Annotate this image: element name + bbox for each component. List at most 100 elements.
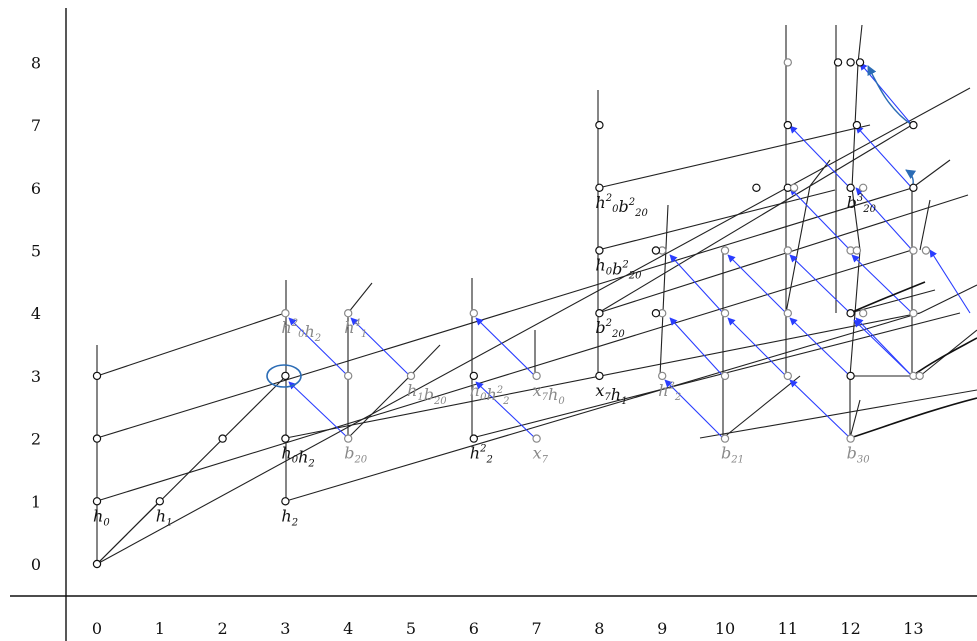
class-node <box>469 434 478 443</box>
class-node <box>789 183 799 192</box>
differential-arrow <box>855 187 913 251</box>
label-h0h2: h0h2 <box>281 444 314 470</box>
class-node <box>155 497 164 506</box>
class-node <box>783 371 793 381</box>
hand-stroke <box>849 397 977 439</box>
label-h0: h0 <box>93 506 110 528</box>
class-node <box>92 434 102 443</box>
class-node <box>92 559 102 569</box>
label-b20_3: b320 <box>847 193 877 215</box>
class-node <box>281 434 290 443</box>
class-node <box>469 309 478 318</box>
structure-lines <box>96 24 977 565</box>
y-tick-label: 7 <box>31 116 41 135</box>
label-x7: x7 <box>533 444 549 466</box>
class-node <box>783 120 793 130</box>
differential-arrow <box>475 381 536 439</box>
structure-line <box>597 124 871 189</box>
class-node <box>469 371 478 381</box>
class-node <box>909 183 918 192</box>
x-tick-labels: 0 1 2 3 4 5 6 7 8 9 10 11 12 13 <box>92 619 924 638</box>
class-node <box>852 120 862 130</box>
structure-line <box>96 187 913 439</box>
structure-line <box>699 389 977 439</box>
class-node <box>783 246 793 255</box>
differential-arrow <box>855 125 913 189</box>
y-tick-label: 5 <box>31 242 41 261</box>
class-node <box>858 183 868 192</box>
differential-arrow <box>669 254 724 314</box>
class-node <box>651 246 661 255</box>
class-node <box>846 309 855 318</box>
y-tick-label: 6 <box>31 179 41 198</box>
y-tick-label: 4 <box>31 304 41 323</box>
x-tick-label: 13 <box>903 619 923 638</box>
structure-line <box>597 194 969 314</box>
structure-line <box>659 204 669 377</box>
hand-stroke <box>849 281 926 314</box>
class-node <box>783 309 793 318</box>
class-node <box>915 371 924 381</box>
x-tick-label: 11 <box>778 619 798 638</box>
structure-line <box>597 124 913 314</box>
class-node <box>909 309 918 318</box>
class-node <box>344 371 353 381</box>
class-node <box>846 58 855 67</box>
x-tick-label: 5 <box>406 619 416 638</box>
class-node <box>846 371 855 381</box>
class-node <box>595 371 604 381</box>
label-x7h0: x7h0 <box>533 381 566 407</box>
label-x7h1: x7h1 <box>595 381 627 407</box>
differential-arrow <box>789 254 851 314</box>
x-tick-label: 2 <box>218 619 228 638</box>
class-node <box>909 246 918 255</box>
label-h0h2sq: h0h22 <box>470 381 510 407</box>
class-node <box>852 246 862 255</box>
differential-arrow <box>789 125 851 189</box>
class-node <box>846 434 855 443</box>
x-tick-label: 7 <box>532 619 542 638</box>
class-node <box>92 497 102 506</box>
label-b20sq: b220 <box>595 318 625 340</box>
differential-arrow <box>669 317 724 377</box>
label-h0sq_b20sq: h20b220 <box>595 193 648 219</box>
differential-arrow <box>789 317 851 377</box>
structure-line <box>347 375 411 439</box>
hand-stroke <box>911 337 977 377</box>
class-node <box>858 309 868 318</box>
class-node <box>218 434 227 443</box>
label-h2sq: h22 <box>470 444 493 466</box>
x-tick-label: 12 <box>840 619 860 638</box>
structure-line <box>911 159 951 189</box>
y-tick-label: 0 <box>31 555 41 574</box>
label-h0sq_h2: h20h2 <box>281 318 321 344</box>
differential-arrows <box>288 62 971 439</box>
class-node <box>92 371 102 381</box>
label-h1_4: h41 <box>344 318 367 340</box>
label-h1: h1 <box>156 506 173 528</box>
structure-line <box>597 189 836 251</box>
differential-arrow <box>664 379 724 439</box>
class-node <box>720 434 730 443</box>
structure-line <box>96 312 286 377</box>
label-h0b20sq: h0b220 <box>595 256 642 282</box>
class-node <box>846 183 855 192</box>
class-node <box>595 183 604 192</box>
class-node <box>595 309 604 318</box>
class-node <box>281 497 290 506</box>
class-node <box>921 246 931 255</box>
class-nodes <box>92 58 931 569</box>
class-node <box>595 246 604 255</box>
circle-annotation <box>266 364 302 388</box>
handwritten-annotations <box>266 65 977 439</box>
class-node <box>720 309 730 318</box>
class-labels: h0 h1 h2 h0h2 h20h2 h41 b20 h1b20 h22 h0h22 x7 x7h0… <box>93 193 877 528</box>
structure-line <box>96 249 913 502</box>
x-tick-label: 6 <box>469 619 479 638</box>
label-b30: b30 <box>847 444 871 466</box>
class-node <box>651 309 661 318</box>
y-tick-label: 8 <box>31 53 41 72</box>
label-h2: h2 <box>281 506 298 528</box>
structure-line <box>285 312 921 502</box>
